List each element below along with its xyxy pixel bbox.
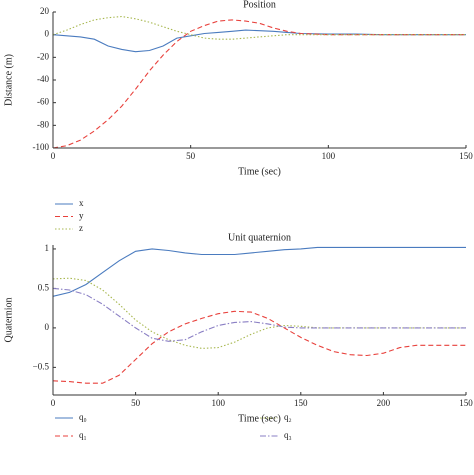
- x-tick-label: 150: [459, 398, 473, 408]
- x-tick-label: 0: [51, 151, 56, 161]
- y-axis-label: Distance (m): [3, 54, 14, 106]
- x-tick-label: 100: [322, 151, 336, 161]
- legend-label: z: [79, 223, 83, 233]
- legend-label: q₀: [79, 412, 87, 422]
- series-line: [52, 246, 466, 297]
- series-line: [52, 277, 466, 349]
- y-axis-label: Quaternion: [3, 298, 14, 343]
- x-tick-label: 50: [186, 151, 196, 161]
- legend-label: q₃: [284, 430, 292, 440]
- y-tick-label: -80: [37, 119, 49, 129]
- x-tick-label: 150: [459, 151, 473, 161]
- y-tick-label: -60: [37, 97, 49, 107]
- legend-label: q₁: [79, 430, 87, 440]
- x-tick-label: 100: [211, 398, 225, 408]
- legend-label: q₂: [284, 412, 292, 422]
- y-tick-label: -40: [37, 74, 49, 84]
- legend-label: y: [79, 211, 84, 221]
- series-line: [52, 15, 466, 40]
- chart-title: Unit quaternion: [228, 232, 291, 243]
- legend-label: x: [79, 198, 84, 208]
- y-tick-label: −0.5: [33, 361, 50, 371]
- y-tick-label: 20: [40, 6, 50, 16]
- y-tick-label: 1: [45, 243, 50, 253]
- series-line: [52, 19, 466, 149]
- y-tick-label: -100: [33, 142, 50, 152]
- y-tick-label: -20: [37, 51, 49, 61]
- series-line: [52, 29, 466, 53]
- x-tick-label: 0: [51, 398, 56, 408]
- x-axis-label: Time (sec): [238, 413, 281, 424]
- y-tick-label: 0: [45, 29, 50, 39]
- series-line: [52, 310, 466, 384]
- x-axis-label: Time (sec): [238, 166, 281, 177]
- y-tick-label: 0.5: [38, 282, 50, 292]
- series-line: [52, 287, 466, 342]
- chart-title: Position: [243, 0, 276, 10]
- x-tick-label: 200: [377, 398, 391, 408]
- x-tick-label: 150: [294, 398, 308, 408]
- y-tick-label: 0: [45, 322, 50, 332]
- x-tick-label: 50: [131, 398, 141, 408]
